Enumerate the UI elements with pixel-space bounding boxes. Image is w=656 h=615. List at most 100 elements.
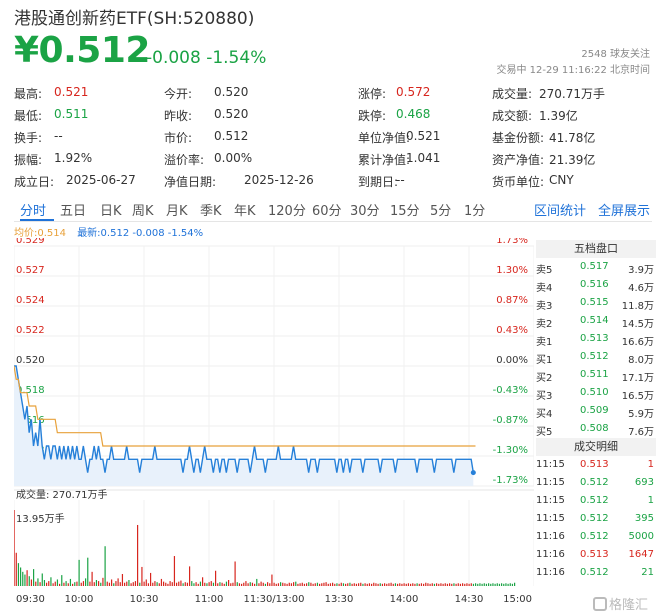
tab-12[interactable]: 1分 bbox=[464, 204, 486, 219]
stat-label: 昨收: bbox=[164, 109, 193, 123]
order-volume: 1647 bbox=[628, 549, 654, 560]
stat-value: 21.39亿 bbox=[549, 153, 596, 167]
trade-row: 11:15 0.512 1 bbox=[536, 492, 656, 510]
tab-0[interactable]: 分时 bbox=[20, 204, 47, 219]
volume-bar bbox=[442, 583, 444, 586]
order-price: 0.512 bbox=[580, 513, 609, 524]
stat-value: 0.521 bbox=[54, 85, 89, 99]
volume-bar bbox=[93, 582, 95, 586]
order-price: 0.516 bbox=[580, 279, 609, 290]
volume-bar bbox=[438, 583, 440, 586]
tab-1[interactable]: 五日 bbox=[60, 204, 87, 219]
volume-bar bbox=[50, 577, 52, 586]
volume-bar bbox=[35, 581, 37, 586]
volume-bar bbox=[41, 573, 43, 586]
volume-bar bbox=[446, 583, 449, 586]
volume-bar bbox=[290, 583, 293, 586]
tab-11[interactable]: 5分 bbox=[430, 204, 452, 219]
volume-bar bbox=[470, 583, 472, 586]
fullscreen-tab[interactable]: 全屏展示 bbox=[598, 204, 651, 219]
volume-bar bbox=[115, 581, 117, 586]
volume-bar bbox=[124, 582, 126, 586]
tab-4[interactable]: 月K bbox=[166, 204, 188, 219]
volume-bar bbox=[509, 583, 511, 586]
order-price: 0.517 bbox=[580, 261, 609, 272]
intraday-chart-svg[interactable]: 0.529 1.73% 0.527 1.30% 0.524 0.87% 0.522 0.43%… bbox=[13, 235, 535, 608]
volume-bar bbox=[464, 583, 466, 586]
volume-bar bbox=[468, 583, 470, 586]
volume-bar bbox=[199, 581, 202, 586]
volume-bar bbox=[477, 583, 479, 586]
volume-bar bbox=[82, 581, 85, 586]
volume-bar bbox=[238, 583, 241, 586]
tab-2[interactable]: 日K bbox=[100, 204, 122, 219]
price-tick-label: 0.527 bbox=[16, 265, 45, 276]
stat-label: 涨停: bbox=[358, 87, 387, 101]
order-volume: 4.6万 bbox=[628, 283, 654, 294]
order-price: 0.512 bbox=[580, 495, 609, 506]
volume-bar bbox=[108, 582, 111, 586]
volume-bar bbox=[145, 579, 147, 586]
order-volume: 7.6万 bbox=[628, 427, 654, 438]
order-volume: 693 bbox=[634, 477, 654, 488]
tab-7[interactable]: 120分 bbox=[268, 204, 306, 219]
volume-bar bbox=[314, 583, 316, 586]
volume-bar bbox=[323, 582, 325, 586]
pct-tick-label: 0.87% bbox=[496, 295, 528, 306]
tab-6[interactable]: 年K bbox=[234, 204, 256, 219]
volume-bar bbox=[100, 582, 102, 586]
tab-5[interactable]: 季K bbox=[200, 204, 222, 219]
stat-label: 市价: bbox=[164, 131, 193, 145]
tab-9[interactable]: 30分 bbox=[350, 204, 380, 219]
price-tick-label: 0.518 bbox=[16, 385, 45, 396]
stats-row: 成立日: 2025-06-27 净值日期: 2025-12-26 到期日: -- 货币单位:… bbox=[14, 169, 654, 191]
tab-3[interactable]: 周K bbox=[132, 204, 154, 219]
volume-bar bbox=[355, 583, 358, 586]
volume-bar bbox=[230, 583, 232, 586]
followers-count[interactable]: 2548 球友关注 bbox=[581, 49, 650, 60]
volume-bar bbox=[325, 582, 327, 586]
watermark-logo: 格隆汇 bbox=[592, 594, 648, 613]
volume-bar bbox=[80, 582, 82, 586]
volume-bar bbox=[275, 583, 277, 586]
order-label: 11:15 bbox=[536, 477, 565, 488]
volume-bar bbox=[72, 583, 74, 586]
volume-bar bbox=[65, 581, 67, 586]
order-book-title: 五档盘口 bbox=[536, 240, 656, 258]
volume-bar bbox=[332, 582, 334, 586]
volume-bar bbox=[427, 583, 429, 586]
trade-row: 11:15 0.512 395 bbox=[536, 510, 656, 528]
volume-bar bbox=[223, 583, 225, 586]
volume-bar bbox=[277, 583, 280, 586]
intraday-chart[interactable]: 0.529 1.73% 0.527 1.30% 0.524 0.87% 0.522 0.43%… bbox=[13, 235, 535, 608]
volume-bar bbox=[394, 583, 397, 586]
tab-8[interactable]: 60分 bbox=[312, 204, 342, 219]
order-price: 0.515 bbox=[580, 297, 609, 308]
order-label: 卖2 bbox=[536, 319, 553, 330]
volume-bar bbox=[284, 583, 286, 586]
volume-bar bbox=[371, 583, 373, 586]
volume-bar bbox=[247, 583, 249, 586]
volume-bar bbox=[33, 569, 35, 586]
tab-10[interactable]: 15分 bbox=[390, 204, 420, 219]
volume-bar bbox=[286, 583, 288, 586]
volume-bar bbox=[17, 563, 20, 586]
chart-period-tabs: 分时 五日 日K 周K 月K 季K 年K 120分 60分 30分 15分 5分 1分 区间统计 全屏展示 bbox=[14, 198, 652, 222]
volume-bar bbox=[102, 577, 104, 586]
volume-bar bbox=[202, 577, 204, 586]
volume-bar bbox=[59, 583, 61, 586]
volume-bar bbox=[301, 582, 303, 586]
time-tick-label: 11:30/13:00 bbox=[243, 594, 304, 605]
volume-bar bbox=[98, 581, 100, 586]
stat-label: 基金份额: bbox=[492, 131, 545, 145]
volume-label: 成交量: 270.71万手 bbox=[16, 488, 108, 501]
range-stats-tab[interactable]: 区间统计 bbox=[534, 204, 587, 219]
volume-bar bbox=[481, 583, 483, 586]
volume-bar bbox=[117, 578, 119, 586]
volume-bar bbox=[362, 583, 364, 586]
order-price: 0.508 bbox=[580, 423, 609, 434]
trade-time: 交易中 12-29 11:16:22 北京时间 bbox=[496, 65, 650, 76]
volume-bar bbox=[373, 582, 375, 586]
volume-bar bbox=[399, 583, 401, 586]
volume-bar bbox=[345, 583, 347, 586]
